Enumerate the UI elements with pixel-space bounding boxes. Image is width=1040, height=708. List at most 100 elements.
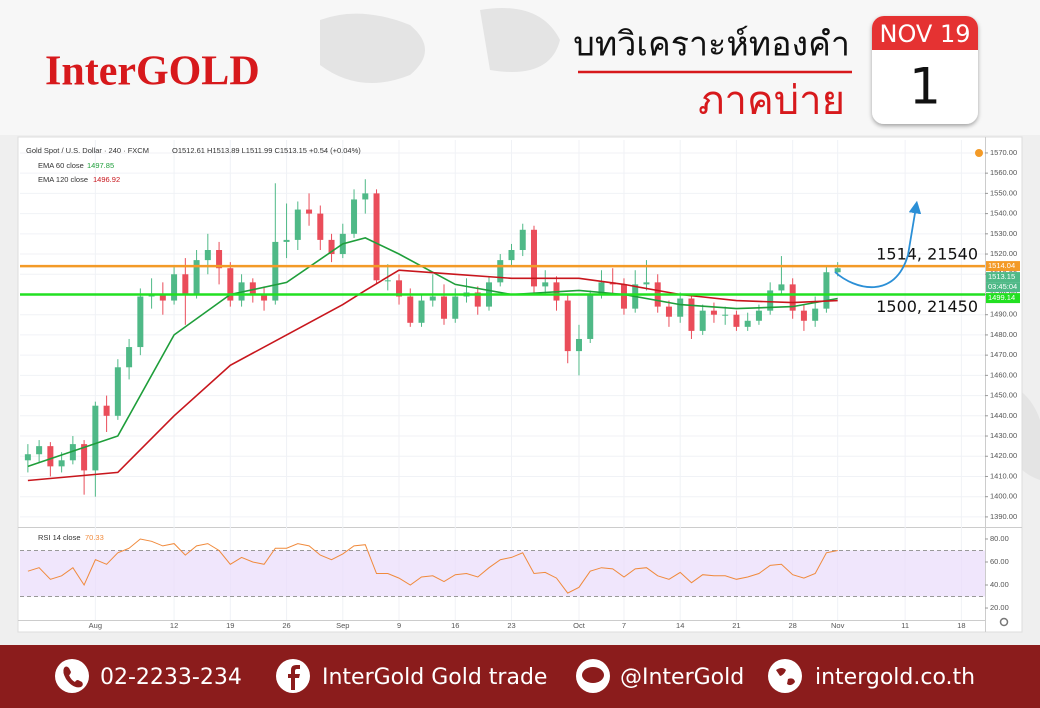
y-tick-label: 1440.00 xyxy=(990,411,1017,420)
candle-body xyxy=(710,310,717,315)
y-tick-label: 1410.00 xyxy=(990,471,1017,480)
x-tick-label: Oct xyxy=(573,621,586,630)
candle-body xyxy=(497,260,504,283)
footer-line: @InterGold xyxy=(620,665,744,690)
candle-body xyxy=(767,290,774,311)
x-tick-label: Aug xyxy=(89,621,102,630)
y-tick-label: 1490.00 xyxy=(990,310,1017,319)
calendar-day: 1 xyxy=(909,58,941,116)
candle-body xyxy=(362,193,369,200)
candle-body xyxy=(283,239,290,242)
candle-body xyxy=(182,274,189,295)
x-tick-label: Nov xyxy=(831,621,845,630)
legend-entry: EMA 60 close xyxy=(38,161,84,170)
globe-glyph xyxy=(776,668,795,686)
y-tick-label: 40.00 xyxy=(990,580,1009,589)
candle-body xyxy=(306,209,313,214)
candle-body xyxy=(598,282,605,295)
candle-body xyxy=(800,310,807,321)
candle-body xyxy=(216,250,223,269)
candle-body xyxy=(733,314,740,327)
candle-body xyxy=(137,296,144,348)
price-tag-label: 1513.15 xyxy=(988,272,1015,281)
candle-body xyxy=(249,282,256,295)
footer-phone: 02-2233-234 xyxy=(100,665,242,690)
y-tick-label: 1460.00 xyxy=(990,370,1017,379)
candle-body xyxy=(114,367,121,416)
price-tag xyxy=(986,272,1020,283)
line-glyph xyxy=(582,667,604,683)
title: บทวิเคราะห์ทองคำ xyxy=(573,25,850,65)
level-label: 1500, 21450 xyxy=(876,297,978,316)
candle-body xyxy=(564,300,571,352)
subtitle: ภาคบ่าย xyxy=(698,78,845,124)
price-tag-label: 1499.14 xyxy=(988,293,1015,302)
footer-website: intergold.co.th xyxy=(815,665,975,690)
y-tick-label: 1570.00 xyxy=(990,148,1017,157)
phone-icon xyxy=(55,659,89,693)
candle-body xyxy=(103,405,110,416)
candle-body xyxy=(261,294,268,301)
candle-body xyxy=(272,241,279,301)
rsi-band xyxy=(20,550,985,597)
y-tick-label: 80.00 xyxy=(990,534,1009,543)
x-tick-label: 14 xyxy=(676,621,684,630)
candle-body xyxy=(204,250,211,261)
rsi-line xyxy=(27,538,838,594)
globe-icon xyxy=(768,659,802,693)
candle-body xyxy=(58,460,65,467)
candle-body xyxy=(722,314,729,316)
chart-title: Gold Spot / U.S. Dollar · 240 · FXCM xyxy=(26,146,149,155)
y-tick-label: 60.00 xyxy=(990,557,1009,566)
candle-body xyxy=(351,199,358,234)
rsi-title: RSI 14 close xyxy=(38,533,81,542)
y-tick-label: 1520.00 xyxy=(990,249,1017,258)
y-tick-label: 1450.00 xyxy=(990,391,1017,400)
candle-body xyxy=(755,310,762,321)
y-tick-label: 1470.00 xyxy=(990,350,1017,359)
candle-body xyxy=(126,347,133,368)
legend-value: 1497.85 xyxy=(87,161,114,170)
price-tag xyxy=(986,261,1020,272)
candle-body xyxy=(789,284,796,311)
candle-body xyxy=(530,229,537,287)
calendar-month: NOV 19 xyxy=(879,20,970,48)
candle-body xyxy=(575,338,582,352)
phone-glyph xyxy=(63,666,83,688)
candle-body xyxy=(620,284,627,309)
y-tick-label: 1560.00 xyxy=(990,168,1017,177)
candle-body xyxy=(418,300,425,323)
candle-body xyxy=(812,308,819,321)
y-tick-label: 1390.00 xyxy=(990,512,1017,521)
ema-line xyxy=(27,269,838,482)
candle-body xyxy=(328,239,335,255)
calendar xyxy=(872,16,978,124)
candle-body xyxy=(36,446,43,455)
countdown: 03:45:04 xyxy=(988,282,1017,291)
footer-facebook: InterGold Gold trade xyxy=(322,665,547,690)
y-tick-label: 1530.00 xyxy=(990,229,1017,238)
price-tag-label: 1514.04 xyxy=(988,261,1015,270)
candle-body xyxy=(587,294,594,339)
legend-value: 1496.92 xyxy=(93,175,120,184)
candle-body xyxy=(24,454,31,461)
candle-body xyxy=(542,282,549,287)
candle-body xyxy=(171,274,178,301)
legend-entry: EMA 120 close xyxy=(38,175,88,184)
map-decoration xyxy=(320,8,1040,480)
candle-body xyxy=(677,298,684,317)
footer-bg xyxy=(0,645,1040,708)
x-tick-label: 9 xyxy=(397,621,401,630)
price-tag xyxy=(986,293,1020,304)
y-tick-label: 1550.00 xyxy=(990,188,1017,197)
x-tick-label: 18 xyxy=(957,621,965,630)
x-tick-label: 23 xyxy=(507,621,515,630)
candle-body xyxy=(441,296,448,319)
candle-body xyxy=(227,268,234,301)
candle-body xyxy=(294,209,301,240)
plot: 1390.001400.001410.001420.001430.001440.… xyxy=(20,140,1020,630)
candle-body xyxy=(834,268,841,273)
candle-body xyxy=(92,405,99,471)
candle-body xyxy=(699,310,706,331)
